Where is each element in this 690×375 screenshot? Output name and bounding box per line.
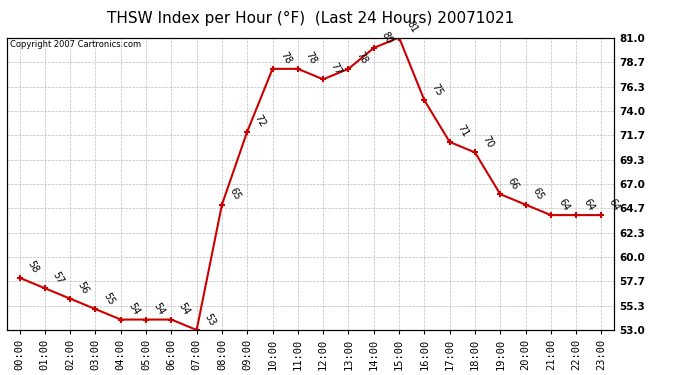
Text: 54: 54 xyxy=(177,301,192,317)
Text: 53: 53 xyxy=(202,312,217,327)
Text: 64: 64 xyxy=(582,197,596,212)
Text: Copyright 2007 Cartronics.com: Copyright 2007 Cartronics.com xyxy=(10,40,141,50)
Text: 78: 78 xyxy=(278,50,293,66)
Text: 65: 65 xyxy=(228,186,242,202)
Text: 66: 66 xyxy=(506,176,520,191)
Text: 55: 55 xyxy=(101,291,116,306)
Text: 56: 56 xyxy=(76,280,90,296)
Text: 72: 72 xyxy=(253,113,268,129)
Text: 54: 54 xyxy=(152,301,166,317)
Text: 71: 71 xyxy=(455,123,470,139)
Text: 54: 54 xyxy=(126,301,141,317)
Text: 78: 78 xyxy=(304,50,318,66)
Text: THSW Index per Hour (°F)  (Last 24 Hours) 20071021: THSW Index per Hour (°F) (Last 24 Hours)… xyxy=(107,11,514,26)
Text: 78: 78 xyxy=(354,50,369,66)
Text: 65: 65 xyxy=(531,186,546,202)
Text: 77: 77 xyxy=(328,61,344,76)
Text: 81: 81 xyxy=(404,19,420,35)
Text: 58: 58 xyxy=(25,259,40,275)
Text: 64: 64 xyxy=(607,197,622,212)
Text: 70: 70 xyxy=(480,134,495,150)
Text: 75: 75 xyxy=(430,82,445,98)
Text: 64: 64 xyxy=(556,197,571,212)
Text: 80: 80 xyxy=(380,30,394,45)
Text: 57: 57 xyxy=(50,270,66,285)
